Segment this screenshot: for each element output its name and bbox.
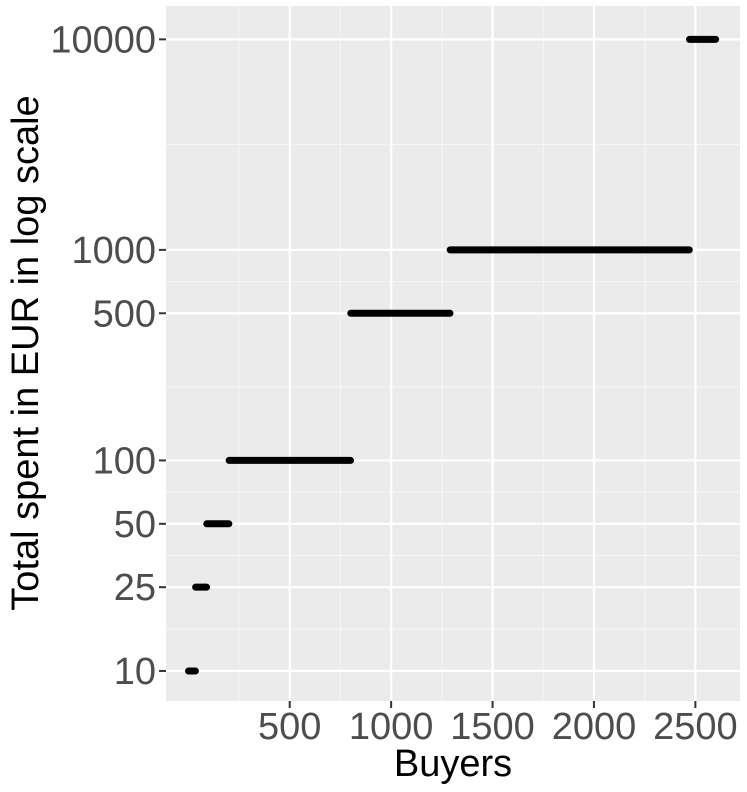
y-tick-label: 25	[114, 567, 156, 609]
x-tick-label: 500	[258, 706, 321, 748]
x-tick-label: 2500	[653, 706, 738, 748]
y-tick-label: 10000	[50, 19, 156, 61]
y-tick-label: 100	[93, 440, 156, 482]
minor-gridlines	[166, 6, 740, 701]
x-tick-label: 1500	[450, 706, 535, 748]
x-tick-label: 1000	[349, 706, 434, 748]
x-tick-label: 2000	[552, 706, 637, 748]
y-axis-title: Total spent in EUR in log scale	[5, 95, 47, 610]
y-tick-label: 500	[93, 293, 156, 335]
y-tick-label: 1000	[71, 230, 156, 272]
y-tick-label: 10	[114, 651, 156, 693]
y-tick-label: 50	[114, 504, 156, 546]
plot-panel	[166, 6, 740, 701]
x-axis-title: Buyers	[394, 743, 512, 785]
x-axis: 500 1000 1500 2000 2500	[258, 701, 738, 748]
y-axis: 10 25 50 100 500 1000 10000	[50, 19, 166, 693]
data-points	[185, 35, 720, 675]
